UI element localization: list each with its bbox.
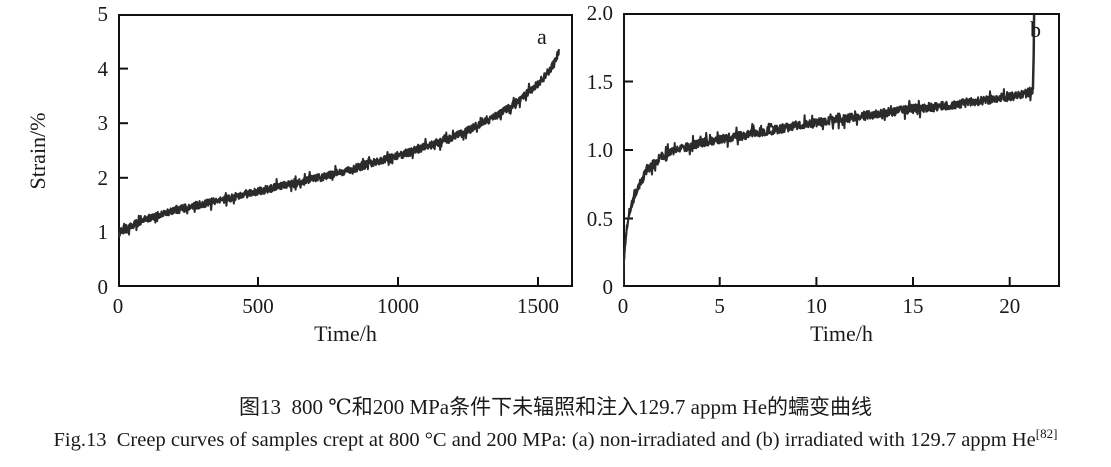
y-axis-title-a: Strain/%	[25, 112, 50, 189]
creep-curve	[623, 87, 1034, 284]
panel-label-a: a	[537, 24, 547, 49]
x-tick-label: 500	[242, 294, 274, 318]
panel-label-b: b	[1030, 17, 1041, 42]
caption-english: Fig.13 Creep curves of samples crept at …	[0, 427, 1111, 454]
plot-area-b	[623, 13, 1060, 287]
creep-curve	[118, 48, 560, 238]
x-tick-label: 20	[999, 294, 1021, 318]
plot-border	[118, 14, 573, 287]
caption-chinese: 图13 800 ℃和200 MPa条件下未辐照和注入129.7 appm He的…	[238, 395, 873, 419]
x-tick-label: 0	[617, 294, 629, 318]
y-tick-label: 0	[97, 275, 109, 299]
y-tick-label: 0.5	[586, 206, 613, 231]
creep-curve	[623, 86, 1034, 286]
y-tick-label: 4	[97, 56, 109, 81]
x-axis-title-b: Time/h	[810, 321, 873, 346]
y-tick-label: 2	[97, 165, 109, 190]
y-tick-label: 2.0	[586, 1, 613, 25]
x-tick-label: 5	[714, 294, 725, 318]
y-tick-label: 1.0	[586, 138, 613, 162]
x-tick-label: 15	[902, 294, 924, 318]
x-tick-label: 1000	[377, 294, 419, 318]
x-tick-label: 1500	[517, 294, 559, 318]
x-tick-label: 0	[112, 294, 124, 318]
y-tick-label: 5	[97, 2, 109, 26]
y-tick-label: 1.5	[586, 69, 613, 94]
x-tick-label: 10	[805, 294, 827, 318]
y-tick-label: 1	[97, 220, 109, 245]
caption-english-text: Fig.13 Creep curves of samples crept at …	[53, 429, 1036, 451]
x-axis-title-a: Time/h	[314, 321, 377, 346]
y-tick-label: 0	[602, 275, 614, 299]
y-tick-label: 3	[97, 111, 109, 136]
plot-area-a	[118, 14, 573, 287]
rupture-line	[1031, 14, 1036, 90]
caption-reference: [82]	[1035, 426, 1058, 442]
